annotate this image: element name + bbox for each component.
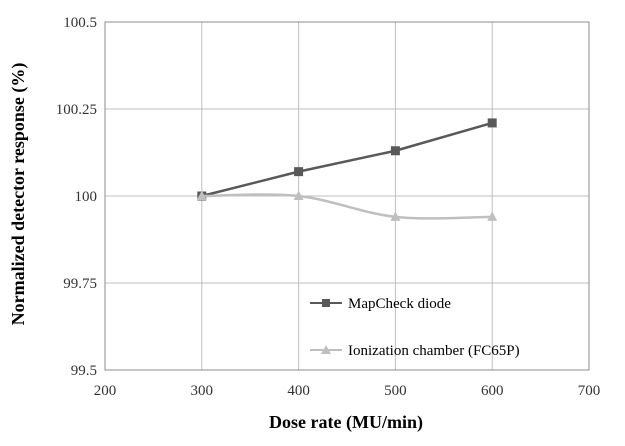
x-tick-label: 600 <box>481 383 504 399</box>
legend-item-ion-chamber: Ionization chamber (FC65P) <box>310 343 520 359</box>
y-tick-labels: 99.5 99.75 100 100.25 100.5 <box>56 15 97 379</box>
legend-marker-ion-chamber <box>321 345 331 354</box>
series-line-0 <box>201 121 493 198</box>
series-line-1 <box>201 193 493 220</box>
legend-label-mapcheck: MapCheck diode <box>348 296 451 312</box>
x-axis-title: Dose rate (MU/min) <box>269 412 423 433</box>
x-tick-label: 300 <box>191 383 214 399</box>
legend: MapCheck diode Ionization chamber (FC65P… <box>310 296 520 359</box>
y-tick-label: 99.5 <box>71 363 97 379</box>
data-point-triangle <box>196 190 207 200</box>
y-tick-label: 100.25 <box>56 102 97 118</box>
plot-frame <box>104 21 590 371</box>
y-tick-label: 100.5 <box>63 15 97 31</box>
legend-marker-mapcheck <box>322 299 330 307</box>
data-point-square <box>487 118 497 128</box>
data-point-triangle <box>293 190 304 200</box>
x-tick-label: 200 <box>94 383 117 399</box>
x-tick-label: 500 <box>384 383 407 399</box>
data-point-square <box>294 167 304 177</box>
data-point-triangle <box>487 211 498 221</box>
x-tick-label: 400 <box>287 383 310 399</box>
y-axis-title: Normalized detector response (%) <box>8 63 29 326</box>
legend-label-ion-chamber: Ionization chamber (FC65P) <box>348 343 520 359</box>
x-tick-labels: 200 300 400 500 600 700 <box>94 383 601 399</box>
data-point-square <box>390 146 400 156</box>
y-tick-label: 99.75 <box>63 276 97 292</box>
plot-border <box>104 21 590 371</box>
data-point-triangle <box>390 211 401 221</box>
data-series <box>196 118 498 221</box>
x-tick-label: 700 <box>578 383 601 399</box>
y-tick-label: 100 <box>75 189 98 205</box>
legend-item-mapcheck: MapCheck diode <box>310 296 451 312</box>
